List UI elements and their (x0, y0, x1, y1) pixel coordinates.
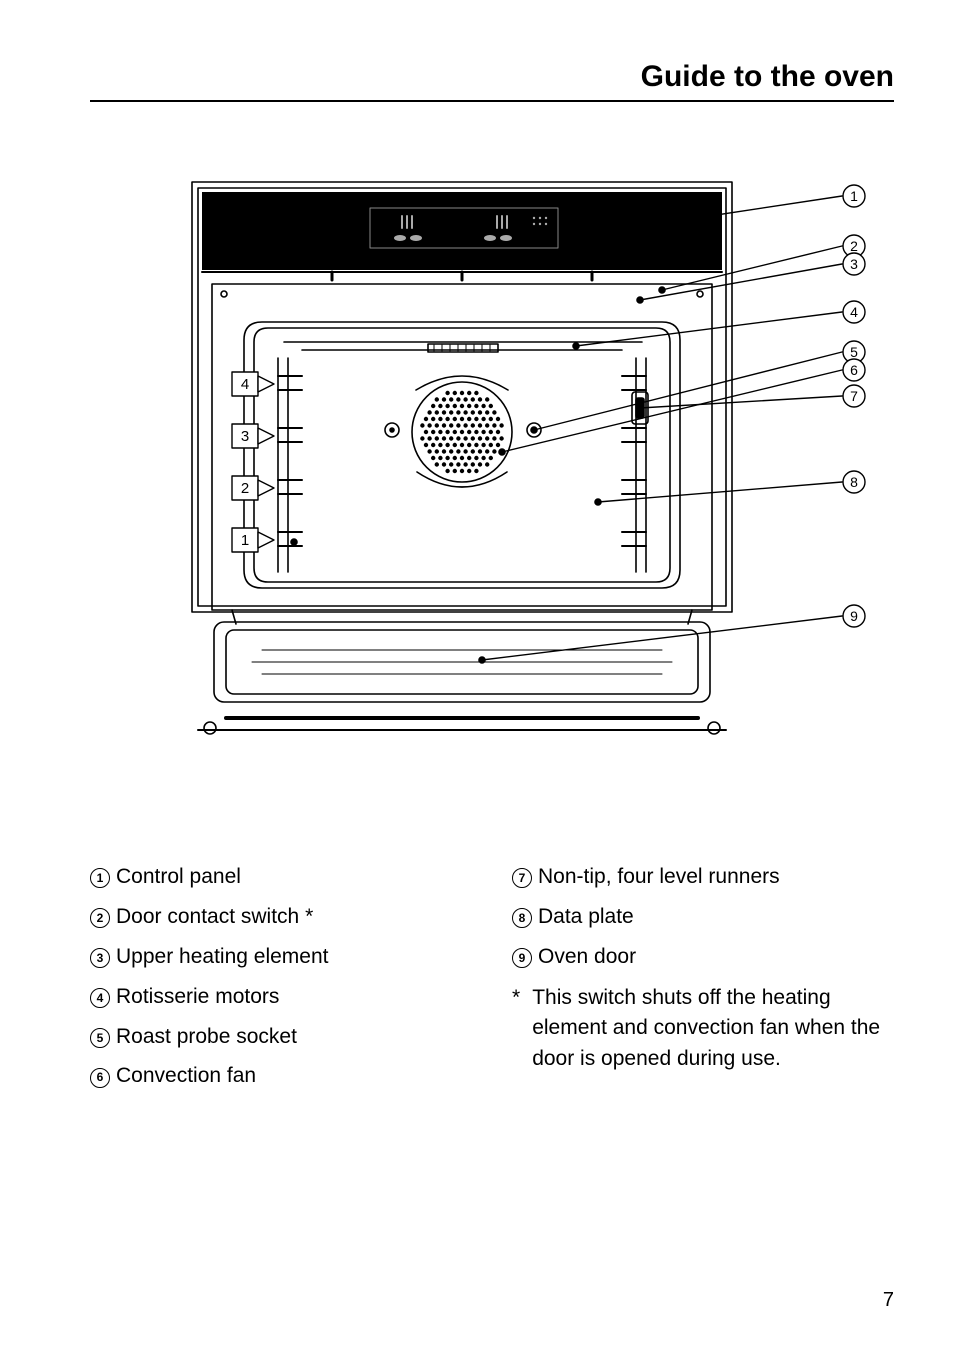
svg-text:1: 1 (241, 532, 249, 549)
legend-text: Oven door (538, 937, 636, 977)
page-number: 7 (883, 1289, 894, 1312)
legend-item: 5 Roast probe socket (90, 1017, 472, 1057)
legend-number: 2 (90, 908, 110, 928)
legend-item: 7 Non-tip, four level runners (512, 857, 894, 897)
legend-number: 6 (90, 1068, 110, 1088)
oven-diagram: 4 3 2 1 (102, 172, 882, 767)
legend-item: 2 Door contact switch * (90, 897, 472, 937)
svg-text:5: 5 (850, 344, 858, 360)
page-title: Guide to the oven (90, 60, 894, 102)
legend-item: 1 Control panel (90, 857, 472, 897)
legend-number: 9 (512, 948, 532, 968)
legend-item: 8 Data plate (512, 897, 894, 937)
svg-text:4: 4 (850, 304, 858, 320)
legend-item: 6 Convection fan (90, 1056, 472, 1096)
svg-text:2: 2 (850, 238, 858, 254)
legend-number: 1 (90, 868, 110, 888)
legend-text: Control panel (116, 857, 241, 897)
legend-number: 7 (512, 868, 532, 888)
footnote-text: This switch shuts off the heating elemen… (532, 983, 894, 1074)
svg-text:3: 3 (850, 256, 858, 272)
footnote-marker: * (512, 983, 520, 1074)
legend-number: 8 (512, 908, 532, 928)
legend-number: 5 (90, 1028, 110, 1048)
svg-text:1: 1 (850, 188, 858, 204)
legend-text: Rotisserie motors (116, 977, 279, 1017)
svg-text:3: 3 (241, 428, 249, 445)
legend-text: Convection fan (116, 1056, 256, 1096)
legend: 1 Control panel 2 Door contact switch * 3 Upp… (90, 857, 894, 1096)
legend-text: Data plate (538, 897, 634, 937)
legend-text: Roast probe socket (116, 1017, 297, 1057)
svg-text:9: 9 (850, 608, 858, 624)
legend-text: Door contact switch * (116, 897, 313, 937)
svg-text:7: 7 (850, 388, 858, 404)
legend-text: Upper heating element (116, 937, 328, 977)
legend-item: 4 Rotisserie motors (90, 977, 472, 1017)
svg-text:2: 2 (241, 480, 249, 497)
legend-number: 4 (90, 988, 110, 1008)
legend-col-left: 1 Control panel 2 Door contact switch * 3 Upp… (90, 857, 472, 1096)
legend-text: Non-tip, four level runners (538, 857, 780, 897)
legend-col-right: 7Non-tip, four level runners8Data plate9… (512, 857, 894, 1096)
legend-item: 3 Upper heating element (90, 937, 472, 977)
svg-text:8: 8 (850, 474, 858, 490)
svg-text:6: 6 (850, 362, 858, 378)
svg-text:4: 4 (241, 376, 249, 393)
legend-item: 9 Oven door (512, 937, 894, 977)
footnote: *This switch shuts off the heating eleme… (512, 983, 894, 1074)
legend-number: 3 (90, 948, 110, 968)
